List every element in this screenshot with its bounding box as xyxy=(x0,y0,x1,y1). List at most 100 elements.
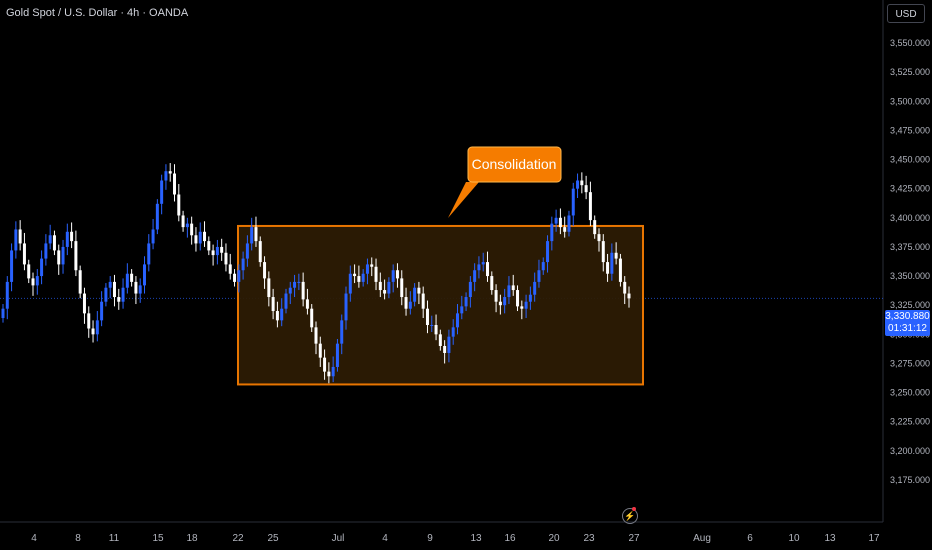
candle-body xyxy=(516,290,520,307)
candle-body xyxy=(134,281,138,294)
candle-body xyxy=(430,325,434,327)
candle-body xyxy=(5,281,9,309)
y-tick-label: 3,350.000 xyxy=(890,271,930,281)
candle-body xyxy=(503,297,507,306)
candle-body xyxy=(618,258,622,282)
candle-body xyxy=(241,258,245,271)
candle-body xyxy=(181,215,185,228)
candle-body xyxy=(160,180,164,204)
y-tick-label: 3,200.000 xyxy=(890,446,930,456)
candle-body xyxy=(370,264,374,267)
y-tick-label: 3,500.000 xyxy=(890,96,930,106)
y-tick-label: 3,225.000 xyxy=(890,417,930,427)
candle-body xyxy=(173,173,177,195)
candle-body xyxy=(357,276,361,282)
candle-body xyxy=(533,281,537,295)
consolidation-callout[interactable]: Consolidation xyxy=(448,146,562,218)
candle-body xyxy=(267,278,271,298)
x-tick-label: 4 xyxy=(31,533,37,544)
candle-body xyxy=(44,243,48,259)
x-tick-label: Aug xyxy=(693,533,711,544)
candle-body xyxy=(348,273,352,294)
candle-body xyxy=(477,264,481,271)
candle-body xyxy=(481,262,485,265)
x-tick-label: Jul xyxy=(332,533,345,544)
x-tick-label: 11 xyxy=(109,533,120,544)
candle-body xyxy=(48,235,52,244)
candle-body xyxy=(57,250,61,265)
candle-body xyxy=(271,297,275,312)
candle-body xyxy=(297,281,301,283)
candle-body xyxy=(121,287,125,302)
candle-body xyxy=(498,301,502,306)
candle-body xyxy=(1,308,5,319)
candle-body xyxy=(451,327,455,337)
candle-body xyxy=(610,252,614,274)
candle-body xyxy=(284,293,288,309)
candle-body xyxy=(486,262,490,277)
candle-body xyxy=(203,231,207,242)
candle-body xyxy=(61,246,65,265)
candle-body xyxy=(164,171,168,181)
candle-body xyxy=(443,345,447,353)
x-tick-label: 17 xyxy=(868,533,880,544)
x-tick-label: 9 xyxy=(427,533,433,544)
candle-body xyxy=(353,273,357,277)
candle-body xyxy=(245,243,249,259)
candle-body xyxy=(18,229,22,244)
candle-body xyxy=(31,278,35,286)
candle-body xyxy=(546,241,550,263)
callout-pointer xyxy=(448,182,479,218)
candle-body xyxy=(10,250,14,282)
candle-body xyxy=(601,241,605,263)
candle-body xyxy=(293,281,297,288)
y-tick-label: 3,475.000 xyxy=(890,125,930,135)
candle-body xyxy=(168,171,172,174)
symbol-title[interactable]: Gold Spot / U.S. Dollar · 4h · OANDA xyxy=(6,7,189,19)
candle-body xyxy=(314,327,318,344)
consolidation-box[interactable] xyxy=(237,224,644,386)
y-tick-label: 3,325.000 xyxy=(890,300,930,310)
candle-body xyxy=(524,301,528,309)
candle-body xyxy=(142,264,146,286)
candle-body xyxy=(460,306,464,314)
candle-body xyxy=(464,297,468,307)
candle-body xyxy=(327,371,331,377)
candle-body xyxy=(147,243,151,265)
candle-body xyxy=(408,301,412,309)
x-tick-label: 27 xyxy=(628,533,640,544)
candle-body xyxy=(438,334,442,346)
x-tick-label: 13 xyxy=(824,533,836,544)
lightning-bolt-icon[interactable]: ⚡ xyxy=(622,508,638,524)
candle-body xyxy=(593,220,597,235)
y-tick-label: 3,375.000 xyxy=(890,242,930,252)
candle-body xyxy=(198,231,202,244)
candle-body xyxy=(305,299,309,309)
x-tick-label: 23 xyxy=(583,533,595,544)
candle-body xyxy=(606,262,610,274)
candle-body xyxy=(490,276,494,291)
y-tick-label: 3,275.000 xyxy=(890,358,930,368)
candle-body xyxy=(40,258,44,277)
candle-body xyxy=(220,246,224,253)
candle-body xyxy=(554,217,558,224)
candle-body xyxy=(404,297,408,309)
candle-body xyxy=(425,308,429,326)
y-tick-label: 3,400.000 xyxy=(890,213,930,223)
candle-body xyxy=(434,325,438,335)
candle-body xyxy=(421,293,425,309)
candle-body xyxy=(558,217,562,228)
candle-body xyxy=(108,281,112,288)
candle-body xyxy=(323,357,327,372)
candle-body xyxy=(520,306,524,309)
x-axis: 4 8 11 15 18 22 25 Jul 4 9 13 16 20 23 27 Aug 6 10 13 17 xyxy=(31,533,880,544)
currency-button[interactable]: USD xyxy=(887,4,925,23)
candle-body xyxy=(597,234,601,242)
bar-countdown: 01:31:12 xyxy=(888,323,927,334)
candle-body xyxy=(280,308,284,321)
candle-body xyxy=(365,264,369,274)
candle-body xyxy=(190,223,194,236)
candle-body xyxy=(331,366,335,377)
candle-body xyxy=(22,243,26,265)
